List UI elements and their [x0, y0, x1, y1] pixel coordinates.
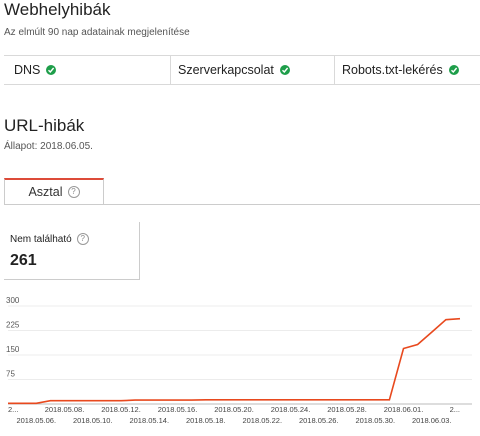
x-tick-label: 2018.05.12. — [101, 405, 141, 414]
site-status-row: DNS Szerverkapcsolat Robots.txt-lekérés — [4, 55, 480, 85]
help-icon[interactable]: ? — [76, 233, 89, 245]
site-errors-title: Webhelyhibák — [4, 0, 111, 19]
chart-series — [8, 317, 461, 405]
not-found-label: Nem található — [10, 233, 72, 245]
not-found-count: 261 — [10, 252, 37, 269]
x-tick-label: 2018.05.28. — [327, 405, 367, 414]
dns-status: DNS — [14, 56, 57, 84]
help-icon[interactable]: ? — [67, 186, 80, 198]
check-icon — [279, 65, 290, 75]
x-tick-label: 2018.05.18. — [186, 416, 226, 425]
server-connection-label: Szerverkapcsolat — [178, 63, 274, 77]
not-found-card[interactable] — [4, 222, 140, 280]
y-tick-label: 225 — [6, 321, 20, 330]
url-errors-title: URL-hibák — [4, 116, 85, 135]
status-divider — [334, 56, 335, 84]
x-tick-label: 2018.05.06. — [16, 416, 56, 425]
x-tick-label: 2... — [8, 405, 18, 414]
y-tick-label: 150 — [6, 345, 20, 354]
tab-desktop-label: Asztal — [28, 185, 63, 199]
x-tick-label: 2018.05.08. — [45, 405, 85, 414]
check-icon — [46, 65, 57, 75]
x-axis: 2... 2018.05.08. 2018.05.12. 2018.05.16. 201… — [8, 405, 460, 425]
robots-fetch-status: Robots.txt-lekérés — [342, 56, 459, 84]
url-errors-chart: 75 150 225 300 2... 2018.05.08. 2018.05.12. 20… — [6, 296, 472, 425]
y-axis: 75 150 225 300 — [6, 296, 20, 379]
robots-fetch-label: Robots.txt-lekérés — [342, 63, 443, 77]
tab-desktop[interactable]: Asztal ? — [4, 178, 104, 204]
status-divider — [170, 56, 171, 84]
dns-label: DNS — [14, 63, 41, 77]
y-tick-label: 75 — [6, 370, 15, 379]
server-connection-status: Szerverkapcsolat — [178, 56, 290, 84]
tab-bar-line — [4, 204, 480, 205]
x-tick-label: 2018.05.10. — [73, 416, 113, 425]
x-tick-label: 2018.06.01. — [384, 405, 424, 414]
x-tick-label: 2018.05.22. — [242, 416, 282, 425]
y-tick-label: 300 — [6, 296, 20, 305]
x-tick-label: 2018.06.03. — [412, 416, 452, 425]
series-line — [8, 317, 461, 405]
site-errors-subtitle: Az elmúlt 90 nap adatainak megjelenítése — [4, 27, 190, 38]
x-tick-label: 2... — [450, 405, 460, 414]
x-tick-label: 2018.05.14. — [129, 416, 169, 425]
x-tick-label: 2018.05.26. — [299, 416, 339, 425]
x-tick-label: 2018.05.16. — [158, 405, 198, 414]
x-tick-label: 2018.05.20. — [214, 405, 254, 414]
not-found-label-row: Nem található ? — [10, 233, 89, 245]
url-errors-status: Állapot: 2018.06.05. — [4, 141, 93, 152]
x-tick-label: 2018.05.30. — [355, 416, 395, 425]
x-tick-label: 2018.05.24. — [271, 405, 311, 414]
check-icon — [448, 65, 459, 75]
